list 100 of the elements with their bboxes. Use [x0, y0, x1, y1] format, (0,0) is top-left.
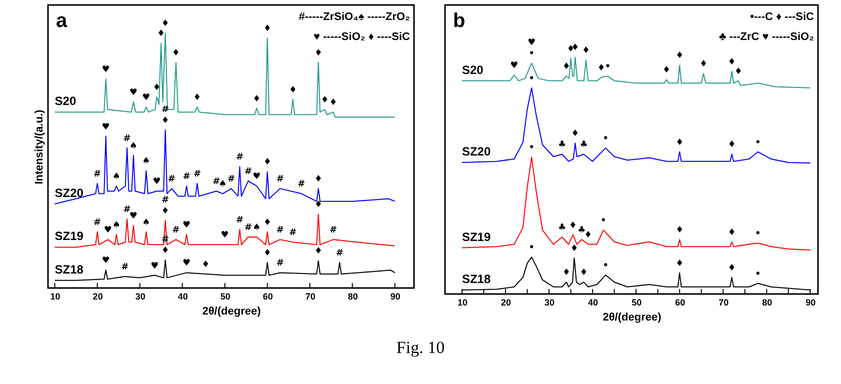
annotation: # — [244, 166, 252, 177]
annotation: # — [123, 134, 131, 144]
y-axis-title: Intensity/(a.u.) — [34, 109, 46, 184]
annotation: # — [172, 226, 180, 236]
annotation: ♦ — [161, 116, 170, 126]
annotation: # — [236, 215, 244, 226]
annotation: ♣ — [558, 223, 566, 234]
annotation: ♦ — [584, 230, 592, 240]
annotation: ♥ — [102, 64, 110, 75]
annotation: ♦ — [597, 63, 606, 74]
x-tick-label: 40 — [178, 292, 188, 302]
x-axis-title: 2θ/(degree) — [202, 306, 262, 318]
text: #-----ZrSiO₄♠ -----ZrO₂ — [298, 11, 410, 23]
annotation: ♥ — [150, 261, 159, 272]
x-tick-label: 50 — [220, 292, 230, 302]
annotation: # — [121, 262, 129, 273]
annotation: # — [94, 218, 102, 228]
annotation: # — [276, 258, 284, 269]
x-tick-label: 20 — [92, 292, 103, 302]
text: ♣ ---ZrC ♥ -----SiO₂ — [718, 31, 814, 43]
chart-title: a — [56, 10, 68, 32]
series-label: SZ18 — [462, 272, 491, 286]
annotation: ♥ — [252, 172, 261, 182]
annotation: # — [336, 248, 344, 259]
annotation: # — [123, 205, 131, 216]
annotation: ♥ — [182, 220, 191, 230]
annotation: ♦ — [728, 57, 736, 68]
annotation: • — [528, 74, 534, 84]
x-tick-label: 50 — [632, 298, 642, 308]
annotation: ♣ — [558, 140, 566, 150]
annotation: # — [227, 174, 235, 185]
annotation: ♠ — [218, 180, 227, 190]
annotation: # — [94, 169, 102, 180]
annotation: ♦ — [562, 268, 570, 278]
annotation: ♦ — [728, 263, 736, 274]
series-label: SZ20 — [462, 144, 491, 159]
x-tick-label: 90 — [390, 292, 400, 302]
annotation: ♦ — [676, 138, 684, 148]
series-label: S20 — [54, 94, 76, 108]
series-label: SZ18 — [54, 262, 84, 276]
annotation: • — [755, 269, 761, 280]
annotation: ♦ — [161, 206, 170, 216]
annotation: ♥ — [528, 38, 536, 48]
x-tick-label: 40 — [588, 298, 598, 308]
annotation: • — [528, 243, 534, 254]
annotation: ♦ — [314, 174, 322, 185]
x-tick-label: 30 — [544, 298, 555, 308]
annotation: ♥ — [102, 122, 110, 132]
annotation: ♥ — [152, 177, 161, 188]
series-label: SZ19 — [462, 230, 491, 244]
annotation: ♣ — [578, 226, 586, 236]
annotation: ♦ — [193, 92, 202, 103]
x-axis-title: 2θ/(degree) — [602, 312, 662, 324]
annotation: ♥ — [182, 258, 191, 269]
annotation: ♦ — [314, 246, 322, 257]
annotation: ♠ — [112, 220, 120, 230]
annotation: ♦ — [570, 244, 578, 254]
annotation: • — [528, 49, 534, 60]
annotation: # — [168, 174, 176, 185]
series-label: SZ19 — [54, 229, 84, 244]
x-tick-label: 20 — [500, 298, 512, 308]
annotation: # — [212, 177, 220, 188]
annotation: ♠ — [142, 156, 150, 167]
annotation: ♥ — [510, 61, 518, 72]
annotation: ♦ — [582, 46, 590, 56]
annotation: ♠ — [252, 223, 261, 234]
annotation: • — [755, 138, 761, 148]
annotation: ♥ — [129, 212, 138, 222]
annotation: # — [289, 228, 297, 238]
caption: Fig. 10 — [395, 338, 446, 358]
x-tick-label: 10 — [50, 292, 60, 302]
annotation: ♣ — [580, 140, 588, 150]
annotation: • — [600, 216, 606, 226]
annotation: ♦ — [662, 66, 671, 76]
annotation: ♠ — [112, 172, 120, 182]
text: •---C ♦ ---SiC — [750, 11, 814, 23]
annotation: ♦ — [161, 19, 170, 30]
annotation: # — [244, 223, 252, 234]
annotation: ♠ — [129, 141, 138, 152]
annotation: • — [755, 229, 761, 240]
annotation: # — [236, 152, 244, 163]
annotation: ♦ — [734, 66, 742, 77]
x-tick-label: 80 — [762, 298, 772, 308]
annotation: ♦ — [161, 246, 170, 256]
annotation: ♦ — [676, 258, 684, 269]
series-label: SZ20 — [54, 186, 84, 200]
annotation: ♥ — [102, 256, 110, 266]
annotation: ♦ — [252, 94, 261, 104]
x-tick-label: 70 — [305, 292, 316, 302]
annotation: # — [276, 174, 284, 185]
annotation: • — [604, 62, 611, 72]
annotation: ♦ — [263, 24, 272, 34]
annotation: ♥ — [142, 92, 150, 103]
annotation: ♦ — [202, 260, 210, 270]
annotation: ♦ — [571, 129, 580, 140]
x-tick-label: 90 — [806, 298, 816, 308]
annotation: ♥ — [129, 88, 138, 98]
annotation: ♦ — [329, 98, 338, 108]
annotation: ♦ — [320, 96, 329, 106]
annotation: • — [602, 261, 608, 272]
